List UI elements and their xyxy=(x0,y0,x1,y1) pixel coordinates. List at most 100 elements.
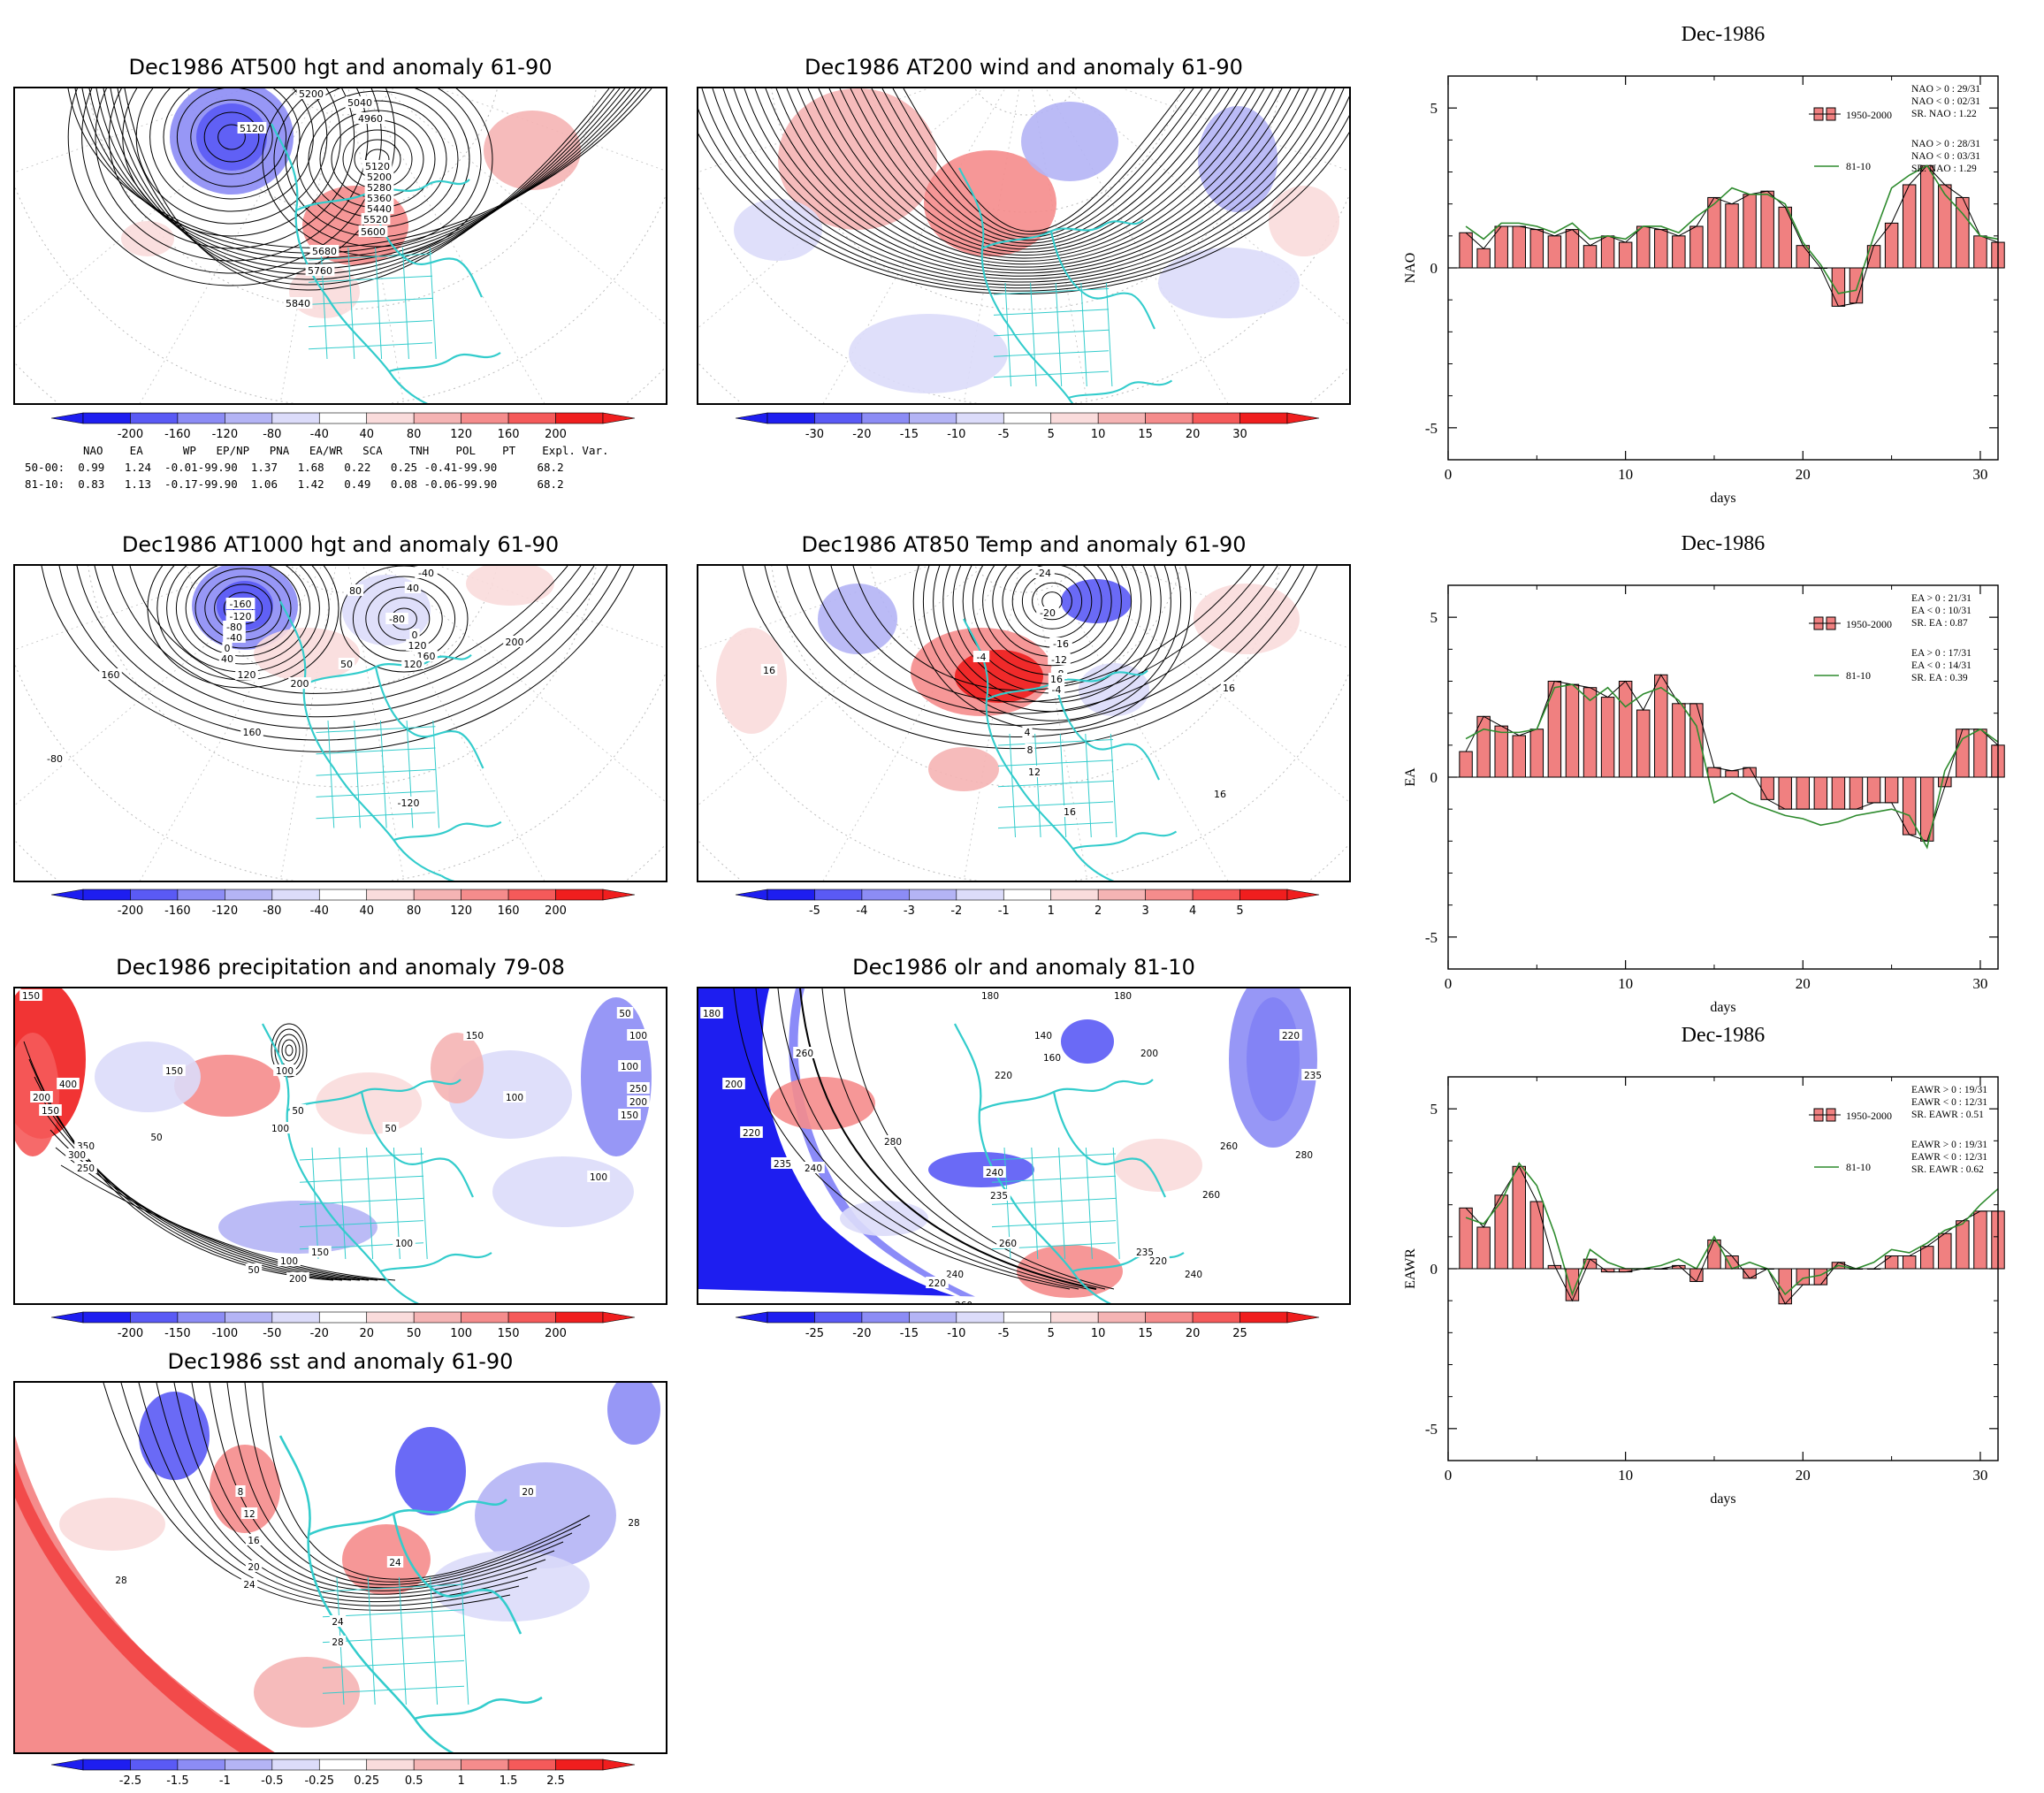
anomaly-region xyxy=(395,1427,466,1515)
border-line xyxy=(993,370,1110,378)
contour-label: 150 xyxy=(22,991,40,1002)
series-line-1950-2000 xyxy=(1465,1165,1998,1305)
streamline xyxy=(828,88,1247,253)
colorbar-swatch xyxy=(177,1311,225,1324)
border-line xyxy=(993,288,1110,295)
border-line xyxy=(993,350,1110,357)
bar xyxy=(1866,776,1881,804)
bar xyxy=(1476,1226,1491,1270)
bar xyxy=(1547,681,1562,778)
anomaly-region xyxy=(174,1055,280,1117)
border-line xyxy=(398,1576,407,1705)
legend-stat: EA < 0 : 14/31 xyxy=(1911,660,1972,671)
bar xyxy=(1831,776,1846,810)
contour-line xyxy=(203,111,260,163)
streamline xyxy=(775,88,1292,268)
contour-label: 5200 xyxy=(299,88,324,100)
map-title: Dec1986 olr and anomaly 81-10 xyxy=(852,955,1195,980)
bar xyxy=(1512,225,1526,269)
anomaly-region xyxy=(924,150,1056,256)
anomaly-region xyxy=(1021,102,1118,181)
colorbar: -30 -20 -15 -10 -5 5 10 15 20 30 xyxy=(735,411,1320,446)
colorbar-swatch xyxy=(318,1759,368,1771)
contour-line xyxy=(156,1383,538,1598)
contour-label-bg xyxy=(401,658,424,669)
contour-line xyxy=(55,1147,387,1281)
latitude-circle xyxy=(290,566,394,593)
legend-label: 81-10 xyxy=(1846,669,1871,682)
contour-label-bg xyxy=(288,677,311,689)
contour-label: 200 xyxy=(1140,1049,1158,1059)
x-axis-label: days xyxy=(1710,1492,1735,1507)
border-line xyxy=(1058,1147,1066,1260)
legend-stat: EA > 0 : 21/31 xyxy=(1911,593,1972,604)
streamline xyxy=(786,88,1283,265)
map-frame: 5200 5040 4960 5120 5120 5200 5280 5360 5440 5520… xyxy=(13,87,667,405)
coastline-path xyxy=(278,1435,454,1752)
contour-label-bg xyxy=(163,1064,186,1076)
bar xyxy=(1636,225,1651,269)
map-title: Dec1986 AT850 Temp and anomaly 61-90 xyxy=(801,532,1247,557)
contour-label-bg xyxy=(972,651,990,662)
border-line xyxy=(1105,282,1113,387)
coastline-path xyxy=(388,352,501,373)
contour-label-bg xyxy=(222,642,233,653)
contour-label: 100 xyxy=(271,1124,289,1134)
colorbar-swatch xyxy=(461,1311,509,1324)
border-line xyxy=(322,1635,465,1644)
colorbar-tick-label: 5 xyxy=(1236,904,1243,918)
colorbar-swatch xyxy=(1003,1311,1052,1324)
contour-label: 180 xyxy=(703,1009,721,1019)
map-frame: -160 -120 -80 -40 0 40 120 160 200 160 -80 80 40 -40-… xyxy=(13,564,667,882)
contour-label-bg xyxy=(329,1615,347,1627)
contour-label: 5120 xyxy=(240,123,264,134)
contour-label-bg xyxy=(519,1485,537,1497)
legend-stat: EAWR < 0 : 12/31 xyxy=(1911,1152,1987,1163)
contour-label-bg xyxy=(393,1237,416,1248)
meridian-line xyxy=(15,88,301,329)
colorbar-tick-label: 50 xyxy=(407,1327,422,1340)
streamline xyxy=(754,88,1309,274)
legend-stat: EAWR > 0 : 19/31 xyxy=(1911,1140,1987,1150)
contour-label: 40 xyxy=(407,583,419,594)
border-line xyxy=(991,1153,1117,1161)
coastline-path xyxy=(308,1499,507,1537)
meridian-line xyxy=(1066,88,1349,325)
contour-label: 100 xyxy=(280,1256,298,1267)
y-tick-label: 5 xyxy=(1430,1101,1438,1118)
contour-label: -40 xyxy=(226,632,242,644)
contour-label: 260 xyxy=(1202,1190,1220,1201)
border-line xyxy=(322,1685,465,1694)
contour-label-bg xyxy=(616,1007,634,1019)
anomaly-region xyxy=(431,1551,590,1621)
colorbar-tick-label: -80 xyxy=(263,428,281,441)
contour-label-bg xyxy=(39,1104,62,1116)
contour-label: 12 xyxy=(243,1509,255,1520)
contour-label: -40 xyxy=(418,568,434,579)
contour-label: 160 xyxy=(243,727,262,738)
anomaly-region xyxy=(1269,186,1339,256)
colorbar-swatch xyxy=(413,1311,461,1324)
colorbar-swatch xyxy=(413,412,461,424)
latitude-circle xyxy=(290,88,394,116)
contour-label: 240 xyxy=(946,1270,964,1280)
colorbar-tick-label: 20 xyxy=(1186,428,1201,441)
contour-label: -20 xyxy=(1040,607,1056,619)
bar xyxy=(1778,776,1792,810)
contour-label-bg xyxy=(1032,1029,1055,1041)
x-tick-label: 10 xyxy=(1618,1467,1633,1484)
contour-label: -120 xyxy=(398,797,420,809)
contour-label: 235 xyxy=(1136,1247,1154,1258)
anomaly-region xyxy=(466,566,554,606)
contour-label: 240 xyxy=(805,1164,822,1174)
coastline-path xyxy=(1054,682,1160,781)
legend-stat: NAO < 0 : 03/31 xyxy=(1911,151,1980,162)
x-tick-label: 0 xyxy=(1445,466,1453,483)
contour-label-bg xyxy=(700,1007,723,1019)
contour-line xyxy=(173,1383,546,1595)
bar xyxy=(1600,235,1615,269)
border-line xyxy=(322,1609,465,1618)
bar xyxy=(1689,703,1704,778)
contour-label-bg xyxy=(587,1171,610,1182)
colorbar-tick-label: -2 xyxy=(950,904,962,918)
